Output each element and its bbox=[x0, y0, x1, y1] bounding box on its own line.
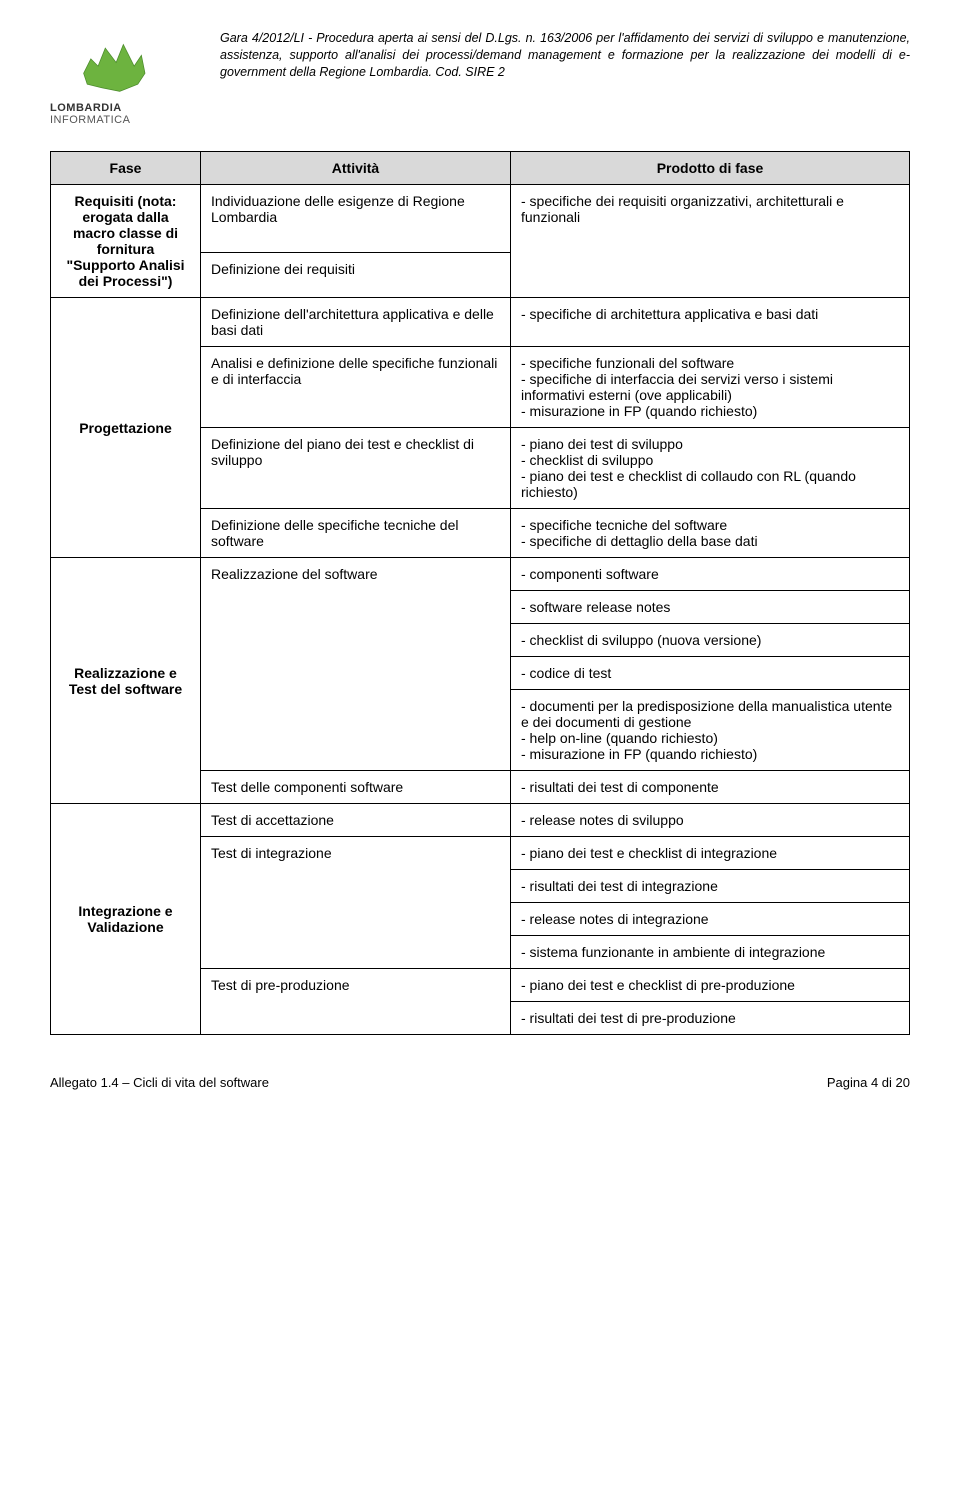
product-cell: - documenti per la predisposizione della… bbox=[511, 690, 910, 771]
activity-cell: Test di integrazione bbox=[201, 837, 511, 969]
product-cell: - software release notes bbox=[511, 591, 910, 624]
activity-cell: Definizione delle specifiche tecniche de… bbox=[201, 509, 511, 558]
activity-cell: Realizzazione del software bbox=[201, 558, 511, 771]
page: LOMBARDIA INFORMATICA Gara 4/2012/LI - P… bbox=[0, 0, 960, 1110]
fase-realizzazione: Realizzazione e Test del software bbox=[51, 558, 201, 804]
table-row: Realizzazione e Test del software Realiz… bbox=[51, 558, 910, 591]
page-footer: Allegato 1.4 – Cicli di vita del softwar… bbox=[50, 1075, 910, 1090]
product-cell: - release notes di integrazione bbox=[511, 903, 910, 936]
logo-text: LOMBARDIA INFORMATICA bbox=[50, 102, 200, 126]
product-cell: - checklist di sviluppo (nuova versione) bbox=[511, 624, 910, 657]
phases-table: Fase Attività Prodotto di fase Requisiti… bbox=[50, 151, 910, 1035]
product-cell: - codice di test bbox=[511, 657, 910, 690]
lombardia-logo-icon bbox=[75, 30, 150, 95]
product-cell: - release notes di sviluppo bbox=[511, 804, 910, 837]
activity-cell: Analisi e definizione delle specifiche f… bbox=[201, 347, 511, 428]
product-cell: - specifiche tecniche del software- spec… bbox=[511, 509, 910, 558]
fase-requisiti: Requisiti (nota: erogata dalla macro cla… bbox=[51, 185, 201, 298]
product-cell: - specifiche funzionali del software- sp… bbox=[511, 347, 910, 428]
product-cell: - specifiche dei requisiti organizzativi… bbox=[511, 185, 910, 298]
table-row: Integrazione e Validazione Test di accet… bbox=[51, 804, 910, 837]
product-cell: - componenti software bbox=[511, 558, 910, 591]
document-header: LOMBARDIA INFORMATICA Gara 4/2012/LI - P… bbox=[50, 30, 910, 126]
activity-cell: Definizione dell'architettura applicativ… bbox=[201, 298, 511, 347]
activity-cell: Definizione del piano dei test e checkli… bbox=[201, 428, 511, 509]
table-row: Requisiti (nota: erogata dalla macro cla… bbox=[51, 185, 910, 253]
header-description: Gara 4/2012/LI - Procedura aperta ai sen… bbox=[220, 30, 910, 81]
product-cell: - specifiche di architettura applicativa… bbox=[511, 298, 910, 347]
footer-right: Pagina 4 di 20 bbox=[827, 1075, 910, 1090]
col-attivita: Attività bbox=[201, 152, 511, 185]
col-prodotto: Prodotto di fase bbox=[511, 152, 910, 185]
fase-integrazione: Integrazione e Validazione bbox=[51, 804, 201, 1035]
activity-cell: Test di pre-produzione bbox=[201, 969, 511, 1035]
activity-cell: Test delle componenti software bbox=[201, 771, 511, 804]
activity-cell: Definizione dei requisiti bbox=[201, 252, 511, 297]
product-cell: - piano dei test e checklist di integraz… bbox=[511, 837, 910, 870]
logo-block: LOMBARDIA INFORMATICA bbox=[50, 30, 200, 126]
table-row: Progettazione Definizione dell'architett… bbox=[51, 298, 910, 347]
product-cell: - piano dei test e checklist di pre-prod… bbox=[511, 969, 910, 1002]
product-cell: - piano dei test di sviluppo- checklist … bbox=[511, 428, 910, 509]
logo-text-light: INFORMATICA bbox=[50, 114, 130, 126]
product-cell: - risultati dei test di integrazione bbox=[511, 870, 910, 903]
product-cell: - risultati dei test di componente bbox=[511, 771, 910, 804]
col-fase: Fase bbox=[51, 152, 201, 185]
logo-text-bold: LOMBARDIA bbox=[50, 102, 122, 114]
footer-left: Allegato 1.4 – Cicli di vita del softwar… bbox=[50, 1075, 269, 1090]
product-cell: - risultati dei test di pre-produzione bbox=[511, 1002, 910, 1035]
activity-cell: Test di accettazione bbox=[201, 804, 511, 837]
fase-progettazione: Progettazione bbox=[51, 298, 201, 558]
product-cell: - sistema funzionante in ambiente di int… bbox=[511, 936, 910, 969]
table-header-row: Fase Attività Prodotto di fase bbox=[51, 152, 910, 185]
activity-cell: Individuazione delle esigenze di Regione… bbox=[201, 185, 511, 253]
